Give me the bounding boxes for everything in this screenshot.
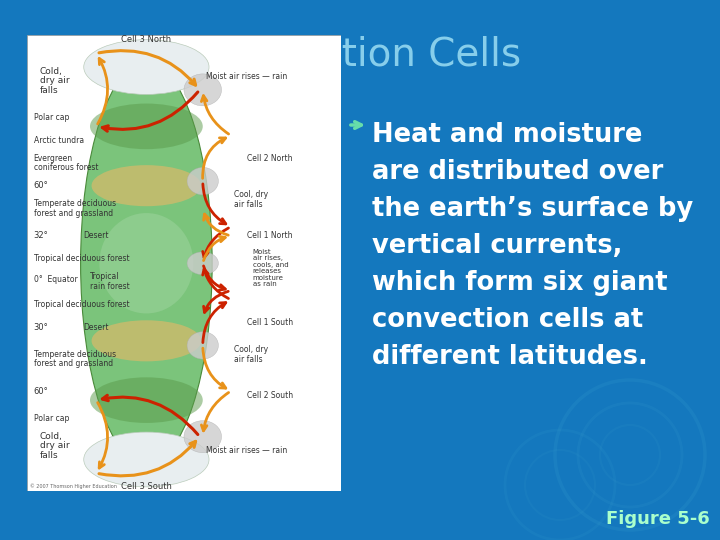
Text: Figure 5-6: Figure 5-6 [606,510,710,528]
Text: Temperate deciduous
forest and grassland: Temperate deciduous forest and grassland [34,199,116,218]
Text: Cell 1 North: Cell 1 North [246,231,292,240]
Text: 60°: 60° [34,387,48,395]
Text: Moist air rises — rain: Moist air rises — rain [206,446,287,455]
Text: Cell 3 North: Cell 3 North [121,35,171,44]
Text: Tropical deciduous forest: Tropical deciduous forest [34,300,130,309]
Text: Cool, dry
air falls: Cool, dry air falls [234,190,268,209]
Ellipse shape [84,432,209,487]
Text: Cool, dry
air falls: Cool, dry air falls [234,345,268,364]
Text: which form six giant: which form six giant [372,270,667,296]
Text: Moist air rises — rain: Moist air rises — rain [206,72,287,80]
Text: Temperate deciduous
forest and grassland: Temperate deciduous forest and grassland [34,350,116,368]
Text: Cold,
dry air
falls: Cold, dry air falls [40,66,70,95]
Text: Polar cap: Polar cap [34,414,69,423]
Text: Tropical
rain forest: Tropical rain forest [90,272,130,291]
Ellipse shape [91,320,201,361]
Ellipse shape [91,165,201,206]
Text: Evergreen
coniferous forest: Evergreen coniferous forest [34,153,98,172]
Ellipse shape [187,252,218,275]
Text: Cell 1 South: Cell 1 South [246,318,293,327]
Text: 32°: 32° [34,231,48,240]
Text: Polar cap: Polar cap [34,113,69,122]
Text: Tropical deciduous forest: Tropical deciduous forest [34,254,130,263]
Text: Moist
air rises,
cools, and
releases
moisture
as rain: Moist air rises, cools, and releases moi… [253,248,289,287]
Text: Cold,
dry air
falls: Cold, dry air falls [40,431,70,460]
Text: Cell 2 North: Cell 2 North [246,154,292,163]
Ellipse shape [187,167,218,195]
FancyBboxPatch shape [27,35,341,491]
Text: Desert: Desert [84,231,109,240]
Text: Desert: Desert [84,322,109,332]
Ellipse shape [184,421,222,453]
Text: Cell 2 South: Cell 2 South [246,391,293,400]
Ellipse shape [90,377,203,423]
Ellipse shape [187,332,218,359]
Text: Convection Cells: Convection Cells [199,35,521,73]
Text: vertical currents,: vertical currents, [372,233,622,259]
Text: 30°: 30° [34,322,48,332]
Text: are distributed over: are distributed over [372,159,663,185]
Ellipse shape [99,213,194,313]
Text: 0°  Equator: 0° Equator [34,275,77,284]
Text: 60°: 60° [34,181,48,190]
Text: Cell 3 South: Cell 3 South [121,482,172,491]
Ellipse shape [84,39,209,94]
Text: different latitudes.: different latitudes. [372,344,648,370]
Ellipse shape [184,74,222,106]
Text: Arctic tundra: Arctic tundra [34,136,84,145]
Text: © 2007 Thomson Higher Education: © 2007 Thomson Higher Education [30,483,117,489]
Text: Heat and moisture: Heat and moisture [372,122,642,148]
Ellipse shape [90,104,203,149]
Text: the earth’s surface by: the earth’s surface by [372,196,693,222]
Text: convection cells at: convection cells at [372,307,643,333]
Ellipse shape [81,63,212,464]
